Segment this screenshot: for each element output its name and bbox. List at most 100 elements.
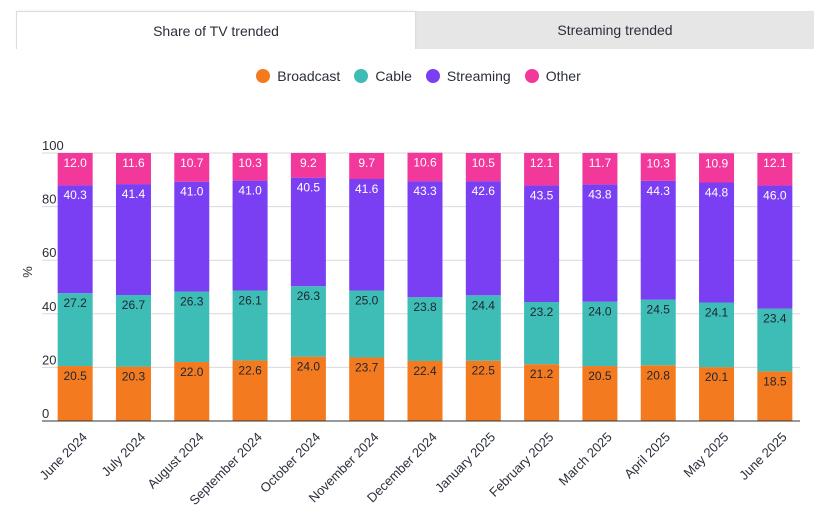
bar-other-4 bbox=[290, 153, 326, 178]
bar-broadcast-9 bbox=[582, 366, 618, 421]
bar-cable-3 bbox=[232, 290, 268, 361]
legend-swatch-broadcast bbox=[256, 69, 271, 83]
data-label-broadcast-11: 20.1 bbox=[705, 370, 729, 384]
data-label-other-11: 10.9 bbox=[705, 156, 729, 170]
bar-cable-8 bbox=[524, 302, 560, 365]
bar-broadcast-12 bbox=[757, 371, 793, 421]
bar-cable-2 bbox=[174, 291, 210, 363]
data-label-streaming-1: 41.4 bbox=[122, 187, 146, 201]
data-label-streaming-5: 41.6 bbox=[355, 182, 379, 196]
data-label-streaming-9: 43.8 bbox=[588, 187, 612, 201]
bar-broadcast-4 bbox=[290, 356, 326, 421]
bar-other-2 bbox=[174, 153, 210, 182]
bar-other-6 bbox=[407, 152, 443, 182]
legend-item-other[interactable]: Other bbox=[524, 68, 581, 84]
data-label-broadcast-2: 22.0 bbox=[180, 365, 204, 379]
x-tick-label-11: May 2025 bbox=[680, 429, 731, 480]
bar-streaming-0 bbox=[57, 185, 93, 294]
bar-streaming-11 bbox=[699, 182, 735, 303]
bar-cable-10 bbox=[640, 299, 676, 366]
bar-other-5 bbox=[349, 153, 385, 179]
y-tick-label-0: 0 bbox=[42, 406, 49, 421]
data-label-other-10: 10.3 bbox=[647, 156, 671, 170]
data-label-cable-7: 24.4 bbox=[472, 298, 496, 312]
data-label-other-9: 11.7 bbox=[589, 156, 612, 170]
data-label-other-0: 12.0 bbox=[63, 156, 87, 170]
data-label-cable-5: 25.0 bbox=[355, 293, 379, 307]
data-label-streaming-8: 43.5 bbox=[530, 188, 554, 202]
x-tick-label-10: April 2025 bbox=[621, 429, 673, 481]
data-label-other-7: 10.5 bbox=[472, 156, 496, 170]
data-label-other-3: 10.3 bbox=[238, 156, 262, 170]
bar-cable-5 bbox=[349, 290, 385, 358]
tab-share-of-tv-trended[interactable]: Share of TV trended bbox=[16, 11, 416, 49]
legend-item-cable[interactable]: Cable bbox=[354, 68, 412, 84]
bar-broadcast-6 bbox=[407, 360, 443, 421]
data-label-broadcast-6: 22.4 bbox=[413, 364, 437, 378]
data-label-broadcast-4: 24.0 bbox=[297, 360, 321, 374]
bar-broadcast-5 bbox=[349, 357, 385, 421]
bar-streaming-5 bbox=[349, 178, 385, 291]
x-tick-label-0: June 2024 bbox=[37, 429, 91, 483]
data-label-broadcast-7: 22.5 bbox=[472, 364, 496, 378]
data-label-broadcast-8: 21.2 bbox=[530, 367, 554, 381]
bar-broadcast-1 bbox=[115, 366, 151, 421]
data-label-streaming-7: 42.6 bbox=[472, 184, 496, 198]
data-label-cable-9: 24.0 bbox=[588, 305, 612, 319]
data-label-cable-2: 26.3 bbox=[180, 295, 204, 309]
data-label-streaming-12: 46.0 bbox=[763, 188, 787, 202]
bar-streaming-10 bbox=[640, 180, 676, 300]
bar-broadcast-7 bbox=[465, 360, 501, 421]
data-label-cable-4: 26.3 bbox=[297, 289, 321, 303]
bar-cable-12 bbox=[757, 308, 793, 372]
legend-item-broadcast[interactable]: Broadcast bbox=[256, 68, 340, 84]
bar-broadcast-3 bbox=[232, 360, 268, 421]
bar-other-11 bbox=[699, 153, 735, 183]
bar-broadcast-2 bbox=[174, 362, 210, 421]
bar-cable-4 bbox=[290, 286, 326, 357]
data-label-streaming-11: 44.8 bbox=[705, 185, 729, 199]
y-tick-label-100: 100 bbox=[42, 138, 64, 153]
data-label-broadcast-0: 20.5 bbox=[63, 369, 87, 383]
data-label-other-8: 12.1 bbox=[530, 156, 554, 170]
bar-other-10 bbox=[640, 153, 676, 181]
bar-other-9 bbox=[582, 153, 618, 185]
legend-swatch-cable bbox=[354, 69, 369, 83]
data-label-cable-11: 24.1 bbox=[705, 306, 729, 320]
bar-other-12 bbox=[757, 153, 793, 186]
data-label-streaming-2: 41.0 bbox=[180, 185, 204, 199]
legend-item-streaming[interactable]: Streaming bbox=[425, 68, 511, 84]
bar-broadcast-0 bbox=[57, 366, 93, 421]
bar-other-0 bbox=[57, 153, 93, 186]
bar-streaming-1 bbox=[115, 184, 151, 296]
tab-streaming-trended[interactable]: Streaming trended bbox=[557, 22, 673, 38]
y-tick-label-60: 60 bbox=[42, 245, 56, 260]
x-tick-label-9: March 2025 bbox=[556, 429, 615, 488]
data-label-cable-6: 23.8 bbox=[413, 300, 437, 314]
data-label-cable-3: 26.1 bbox=[238, 293, 262, 307]
bar-other-8 bbox=[524, 153, 560, 186]
x-tick-label-12: June 2025 bbox=[736, 429, 790, 483]
bar-broadcast-11 bbox=[699, 367, 735, 421]
legend-swatch-streaming bbox=[425, 69, 440, 83]
data-label-other-6: 10.6 bbox=[413, 156, 437, 170]
data-label-cable-1: 26.7 bbox=[122, 298, 146, 312]
y-tick-label-20: 20 bbox=[42, 352, 56, 367]
data-label-other-4: 9.2 bbox=[300, 156, 317, 170]
bar-other-7 bbox=[465, 153, 501, 182]
data-label-cable-10: 24.5 bbox=[647, 303, 671, 317]
bar-streaming-3 bbox=[232, 180, 268, 291]
bar-other-3 bbox=[232, 153, 268, 181]
bar-cable-6 bbox=[407, 297, 443, 361]
bar-cable-0 bbox=[57, 293, 93, 367]
legend-label-streaming: Streaming bbox=[446, 68, 511, 84]
bar-streaming-12 bbox=[757, 185, 793, 309]
y-axis-label: % bbox=[20, 266, 35, 278]
legend-label-other: Other bbox=[545, 68, 581, 84]
data-label-streaming-3: 41.0 bbox=[238, 184, 262, 198]
data-label-broadcast-5: 23.7 bbox=[355, 360, 379, 374]
data-label-cable-0: 27.2 bbox=[63, 296, 87, 310]
data-label-cable-12: 23.4 bbox=[763, 312, 787, 326]
data-label-broadcast-3: 22.6 bbox=[238, 363, 262, 377]
